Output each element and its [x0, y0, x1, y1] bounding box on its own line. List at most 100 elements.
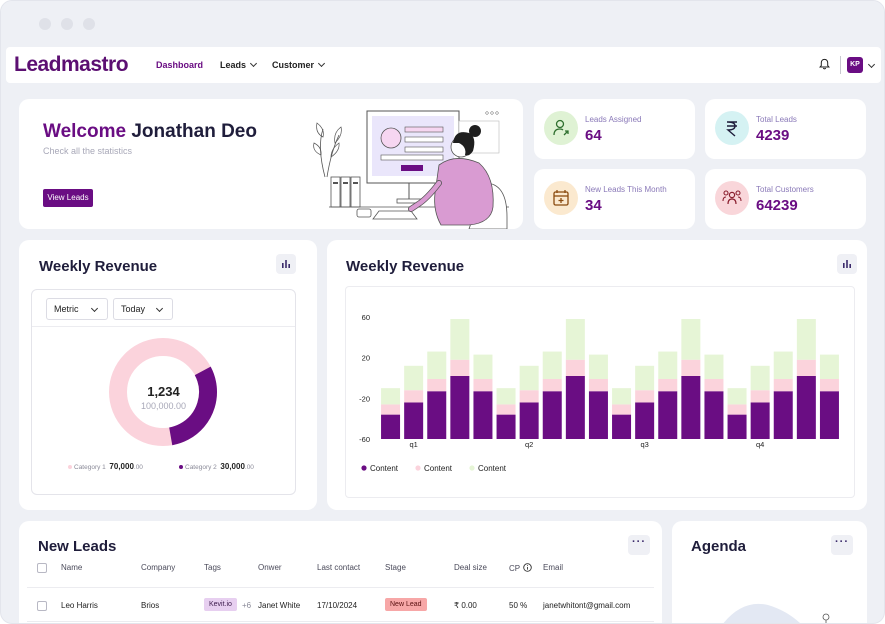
chart-type-button[interactable]	[837, 254, 857, 274]
column-header-last-contact[interactable]: Last contact	[317, 563, 361, 572]
bar-segment[interactable]	[819, 391, 839, 439]
lead-email[interactable]: janetwhitont@gmail.com	[543, 601, 631, 610]
bar-segment[interactable]	[381, 404, 401, 415]
bar-segment[interactable]	[404, 390, 424, 403]
lead-tag-more[interactable]: +6	[242, 601, 252, 610]
bar-segment[interactable]	[635, 402, 655, 439]
bar-segment[interactable]	[450, 359, 470, 376]
bar-segment[interactable]	[704, 391, 724, 439]
bar-segment[interactable]	[542, 351, 562, 380]
bar-segment[interactable]	[542, 391, 562, 439]
bar-segment[interactable]	[727, 388, 747, 405]
bar-segment[interactable]	[450, 375, 470, 439]
donut-slice-category-2[interactable]	[102, 331, 224, 453]
more-options-button[interactable]: ···	[628, 535, 650, 555]
bar-segment[interactable]	[612, 404, 632, 415]
bar-segment[interactable]	[612, 388, 632, 405]
bar-segment[interactable]	[704, 379, 724, 392]
bar-segment[interactable]	[496, 404, 516, 415]
bar-segment[interactable]	[750, 365, 770, 391]
bar-segment[interactable]	[404, 365, 424, 391]
bar-segment[interactable]	[473, 354, 493, 380]
view-leads-button[interactable]: View Leads	[43, 189, 93, 207]
nav-dashboard[interactable]: Dashboard	[156, 60, 204, 70]
metric-select[interactable]: Metric	[46, 298, 108, 320]
bar-segment[interactable]	[588, 379, 608, 392]
bar-segment[interactable]	[704, 354, 724, 380]
bar-segment[interactable]	[681, 375, 701, 439]
nav-customer[interactable]: Customer	[272, 59, 326, 70]
bar-segment[interactable]	[727, 414, 747, 439]
column-header-name[interactable]: Name	[61, 563, 83, 572]
lead-tag[interactable]: Kevit.io	[204, 598, 237, 611]
bar-segment[interactable]	[450, 319, 470, 360]
column-header-company[interactable]: Company	[141, 563, 176, 572]
bar-segment[interactable]	[427, 351, 447, 380]
bar-segment[interactable]	[727, 404, 747, 415]
bar-segment[interactable]	[750, 402, 770, 439]
bar-segment[interactable]	[381, 388, 401, 405]
bar-segment[interactable]	[473, 391, 493, 439]
lead-stage-badge[interactable]: New Lead	[385, 598, 427, 611]
stat-card-leads-assigned[interactable]: Leads Assigned 64	[534, 99, 695, 159]
bar-segment[interactable]	[496, 388, 516, 405]
bar-segment[interactable]	[496, 414, 516, 439]
bar-segment[interactable]	[658, 391, 678, 439]
lead-name[interactable]: Leo Harris	[61, 601, 98, 610]
window-control-dot[interactable]	[61, 18, 73, 30]
bar-segment[interactable]	[750, 390, 770, 403]
window-control-dot[interactable]	[39, 18, 51, 30]
bar-segment[interactable]	[635, 365, 655, 391]
bar-segment[interactable]	[565, 375, 585, 439]
bar-segment[interactable]	[681, 359, 701, 376]
column-header-email[interactable]: Email	[543, 563, 564, 572]
bar-segment[interactable]	[635, 390, 655, 403]
bar-segment[interactable]	[542, 379, 562, 392]
bar-segment[interactable]	[773, 391, 793, 439]
bar-segment[interactable]	[427, 391, 447, 439]
period-select[interactable]: Today	[113, 298, 173, 320]
bar-segment[interactable]	[658, 351, 678, 380]
bar-segment[interactable]	[565, 359, 585, 376]
bar-segment[interactable]	[819, 379, 839, 392]
bar-segment[interactable]	[796, 319, 816, 360]
column-header-stage[interactable]: Stage	[385, 563, 406, 572]
chevron-down-icon[interactable]	[867, 60, 876, 69]
more-options-button[interactable]: ···	[831, 535, 853, 555]
bar-segment[interactable]	[381, 414, 401, 439]
chart-type-button[interactable]	[276, 254, 296, 274]
bar-segment[interactable]	[519, 390, 539, 403]
bar-segment[interactable]	[588, 391, 608, 439]
bar-segment[interactable]	[681, 319, 701, 360]
column-header-tags[interactable]: Tags	[204, 563, 221, 572]
bar-segment[interactable]	[773, 351, 793, 380]
bar-segment[interactable]	[427, 379, 447, 392]
column-header-owner[interactable]: Onwer	[258, 563, 282, 572]
bar-segment[interactable]	[819, 354, 839, 380]
bar-segment[interactable]	[773, 379, 793, 392]
bar-segment[interactable]	[658, 379, 678, 392]
info-icon[interactable]	[523, 563, 532, 572]
column-header-cp[interactable]: CP	[509, 563, 532, 573]
window-control-dot[interactable]	[83, 18, 95, 30]
bar-segment[interactable]	[519, 402, 539, 439]
bar-segment[interactable]	[404, 402, 424, 439]
welcome-title: Welcome Jonathan Deo	[43, 121, 257, 143]
nav-leads[interactable]: Leads	[220, 59, 258, 70]
select-all-checkbox[interactable]	[37, 563, 47, 573]
bar-segment[interactable]	[612, 414, 632, 439]
bar-segment[interactable]	[796, 375, 816, 439]
app-logo[interactable]: Leadmastro	[14, 53, 129, 76]
bar-segment[interactable]	[519, 365, 539, 391]
stat-card-new-leads-month[interactable]: New Leads This Month 34	[534, 169, 695, 229]
bar-segment[interactable]	[565, 319, 585, 360]
row-checkbox[interactable]	[37, 601, 47, 611]
avatar[interactable]: KP	[847, 57, 863, 73]
bell-icon[interactable]	[819, 58, 830, 70]
bar-segment[interactable]	[588, 354, 608, 380]
stat-card-total-leads[interactable]: Total Leads 4239	[705, 99, 866, 159]
bar-segment[interactable]	[473, 379, 493, 392]
stat-card-total-customers[interactable]: Total Customers 64239	[705, 169, 866, 229]
bar-segment[interactable]	[796, 359, 816, 376]
column-header-deal-size[interactable]: Deal size	[454, 563, 487, 572]
